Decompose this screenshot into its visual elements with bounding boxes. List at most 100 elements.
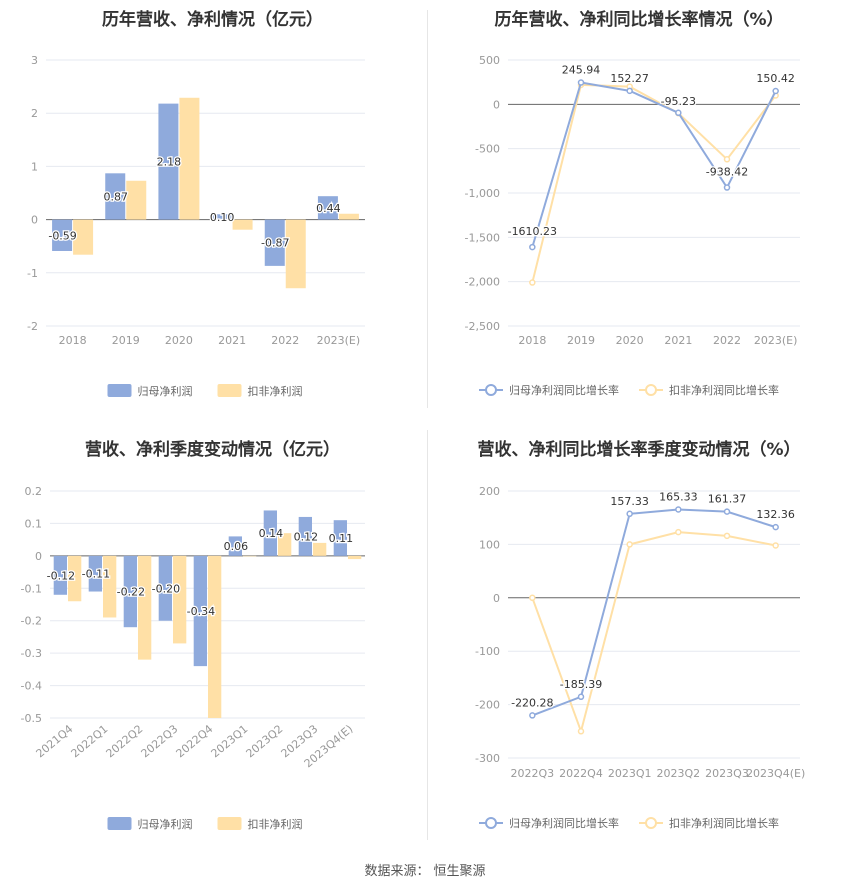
y-tick-label: 1: [31, 160, 38, 173]
y-tick-label: -100: [475, 645, 500, 658]
data-point: [529, 279, 536, 286]
data-label: -0.22: [117, 586, 145, 599]
y-tick-label: -0.1: [21, 582, 42, 595]
bar: [338, 213, 359, 220]
data-label: 132.36: [756, 508, 795, 521]
annual-profit-chart: 历年营收、净利情况（亿元） -2 -1 0 1 2 3 2018 2019 2020 2021 20…: [0, 0, 425, 420]
x-tick-label: 2019: [567, 334, 595, 347]
bar: [68, 555, 82, 602]
data-label: 0.10: [210, 211, 235, 224]
legend-label: 扣非净利润同比增长率: [669, 383, 779, 397]
data-label: 0.06: [224, 540, 249, 553]
chart-canvas: -2 -1 0 1 2 3 2018 2019 2020 2021 2022 2023(E) -0.59…: [27, 54, 365, 398]
data-label: 165.33: [659, 491, 698, 504]
x-tick-label: 2020: [616, 334, 644, 347]
data-label: -938.42: [706, 166, 748, 179]
data-point: [529, 594, 536, 602]
data-label: -0.59: [48, 229, 76, 242]
data-point: [626, 541, 633, 548]
x-tick-label: 2023(E): [754, 334, 798, 347]
y-tick-label: 200: [479, 485, 500, 498]
data-point: [529, 712, 536, 719]
y-tick-label: -0.4: [21, 680, 42, 693]
data-label: 161.37: [708, 493, 747, 506]
legend-label: 扣非净利润同比增长率: [669, 816, 779, 830]
bar: [232, 219, 253, 230]
bar: [173, 555, 187, 644]
data-label: 0.14: [259, 527, 284, 540]
y-tick-label: -200: [475, 699, 500, 712]
y-tick-label: 2: [31, 107, 38, 120]
legend-marker: [485, 817, 497, 829]
bar: [243, 555, 257, 557]
y-tick-label: 500: [479, 54, 500, 67]
chart-title: 营收、净利季度变动情况（亿元）: [85, 440, 340, 460]
x-tick-label: 2022Q3: [511, 767, 555, 780]
x-tick-label: 2022Q1: [69, 722, 111, 760]
bar: [126, 180, 147, 220]
legend-label: 扣非净利润: [248, 817, 303, 831]
legend-swatch: [107, 817, 132, 830]
data-point: [772, 542, 779, 549]
legend-marker: [645, 384, 657, 396]
quarterly-profit-chart: 营收、净利季度变动情况（亿元） -0.5 -0.4 -0.3 -0.2 -0.1 0 0.1…: [0, 425, 425, 845]
chart-title: 营收、净利同比增长率季度变动情况（%）: [477, 440, 801, 460]
bar: [158, 103, 179, 220]
bar: [313, 542, 327, 556]
vertical-divider: [427, 430, 428, 840]
chart-canvas: -300 -200 -100 0 100 200 2022Q3 2022Q4 2023Q1 202…: [475, 485, 805, 830]
quarterly-growth-chart: 营收、净利同比增长率季度变动情况（%） -300 -200 -100 0 100 200 2…: [428, 425, 850, 845]
legend-swatch: [107, 384, 132, 397]
data-point: [577, 728, 585, 735]
x-tick-label: 2019: [112, 334, 140, 347]
legend-swatch: [217, 384, 242, 397]
bar: [138, 555, 152, 660]
x-tick-label: 2021Q4: [34, 722, 76, 760]
y-tick-label: -1,500: [465, 231, 500, 244]
source-label: 数据来源：: [364, 864, 430, 879]
y-tick-label: -300: [475, 752, 500, 765]
legend-label: 归母净利润同比增长率: [509, 816, 619, 830]
x-tick-label: 2023Q1: [209, 722, 251, 760]
x-tick-label: 2018: [59, 334, 87, 347]
y-tick-label: -2: [27, 320, 38, 333]
y-tick-label: -0.3: [21, 647, 42, 660]
data-label: -0.87: [261, 237, 289, 250]
data-point: [723, 156, 731, 163]
y-tick-label: 3: [31, 54, 38, 67]
data-label: -0.20: [152, 582, 180, 595]
series-line: [531, 508, 776, 717]
bar: [158, 555, 172, 621]
data-label: 157.33: [610, 495, 649, 508]
y-tick-label: 0: [493, 98, 500, 111]
data-point: [577, 693, 585, 701]
y-tick-label: -0.2: [21, 615, 42, 628]
x-tick-label: 2022: [713, 334, 741, 347]
bar: [263, 510, 277, 556]
x-tick-label: 2020: [165, 334, 193, 347]
legend-label: 扣非净利润: [248, 384, 303, 398]
bar: [278, 533, 292, 556]
data-point: [675, 506, 682, 513]
data-label: -95.23: [661, 95, 696, 108]
series-line: [531, 531, 776, 735]
x-tick-label: 2023(E): [317, 334, 361, 347]
bar: [348, 555, 362, 560]
x-tick-label: 2023Q1: [608, 767, 652, 780]
legend-label: 归母净利润: [138, 384, 193, 398]
data-label: -0.12: [47, 569, 75, 582]
x-tick-label: 2022: [271, 334, 299, 347]
legend-label: 归母净利润同比增长率: [509, 383, 619, 397]
bar: [333, 520, 347, 556]
data-point: [529, 243, 536, 251]
chart-title: 历年营收、净利同比增长率情况（%）: [494, 10, 784, 30]
x-tick-label: 2022Q2: [104, 722, 146, 760]
y-tick-label: -2,000: [465, 276, 500, 289]
bar: [264, 219, 285, 266]
data-label: -220.28: [511, 696, 553, 709]
data-label: 0.11: [329, 532, 354, 545]
y-tick-label: 0: [493, 592, 500, 605]
y-tick-label: -2,500: [465, 320, 500, 333]
bar: [52, 219, 73, 251]
x-tick-label: 2021: [664, 334, 692, 347]
